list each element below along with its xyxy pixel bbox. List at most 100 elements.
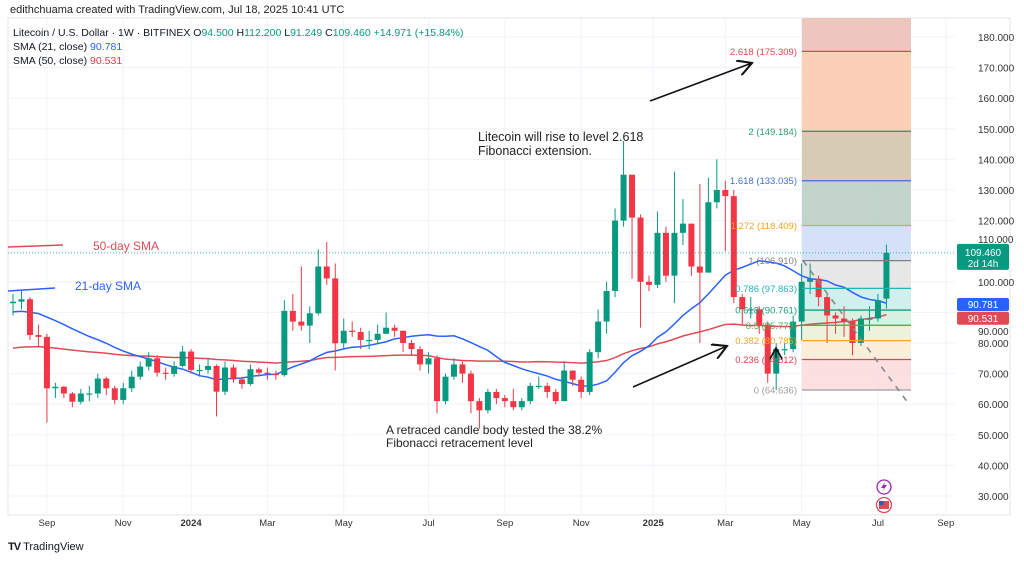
- x-tick-label: May: [335, 518, 353, 529]
- candle: [408, 339, 415, 356]
- candle: [620, 141, 627, 227]
- sma50-legend[interactable]: SMA (50, close) 90.531: [13, 54, 464, 68]
- symbol-title[interactable]: Litecoin / U.S. Dollar · 1W · BITFINEX: [13, 27, 191, 39]
- y-tick-label: 150.000: [978, 125, 1015, 136]
- candle: [722, 180, 729, 252]
- candle: [145, 352, 152, 371]
- candle: [696, 183, 703, 343]
- y-tick-label: 80.000: [978, 339, 1009, 350]
- candle: [874, 294, 881, 322]
- candle: [798, 263, 805, 340]
- candle-body: [612, 220, 619, 291]
- lightning-event-icon[interactable]: [876, 479, 892, 495]
- y-tick-label: 180.000: [978, 33, 1015, 44]
- candle: [849, 318, 856, 356]
- candle: [94, 373, 101, 399]
- candle-body: [332, 278, 339, 344]
- candle-body: [637, 217, 644, 282]
- candle-body: [171, 365, 178, 374]
- candle: [306, 306, 313, 343]
- tradingview-brand: TradingView: [23, 541, 84, 553]
- candle-body: [289, 310, 296, 322]
- x-tick-label: Mar: [259, 518, 275, 529]
- candle-body: [756, 309, 763, 325]
- tradingview-footer[interactable]: TV TradingView: [8, 541, 84, 553]
- candle-body: [272, 373, 279, 376]
- candle: [518, 398, 525, 411]
- candle-body: [400, 330, 407, 343]
- fib-level-label: 1.618 (133.035): [730, 176, 797, 187]
- us-flag-event-icon[interactable]: [875, 496, 893, 514]
- fib-band-1.272: [802, 180, 911, 226]
- candle-body: [510, 401, 517, 408]
- candle-body: [798, 281, 805, 322]
- candle-body: [713, 190, 720, 203]
- candle: [484, 388, 491, 414]
- candle: [756, 306, 763, 334]
- candle: [137, 361, 144, 380]
- candle-body: [747, 309, 754, 311]
- candle: [705, 177, 712, 273]
- close-value: 109.460: [332, 27, 371, 39]
- x-tick-label: Sep: [937, 518, 954, 529]
- candle: [442, 373, 449, 405]
- y-tick-label: 110.000: [978, 235, 1014, 246]
- candle: [43, 333, 50, 423]
- low-label: L: [284, 27, 291, 39]
- candle-body: [849, 321, 856, 343]
- sma21-legend[interactable]: SMA (21, close) 90.781: [13, 40, 464, 54]
- candle-body: [281, 310, 288, 376]
- y-tick-label: 70.000: [978, 370, 1009, 381]
- candle-body: [595, 321, 602, 353]
- candle-body: [298, 321, 305, 326]
- candle: [425, 352, 432, 374]
- x-tick-label: Nov: [115, 518, 132, 529]
- candle-body: [764, 324, 771, 374]
- y-tick-label: 50.000: [978, 431, 1009, 442]
- fib-trend-line: [802, 260, 910, 405]
- candle-body: [450, 364, 457, 377]
- fib-level-label: 0 (64.636): [754, 386, 797, 397]
- candle-body: [213, 365, 220, 392]
- candle: [272, 370, 279, 380]
- candle: [332, 263, 339, 371]
- candle-body: [77, 393, 84, 402]
- candle: [501, 395, 508, 408]
- fib-level-label: 0.5 (85.773): [746, 321, 797, 332]
- candle: [841, 306, 848, 337]
- candle: [255, 367, 262, 377]
- y-tick-label: 30.000: [978, 492, 1009, 503]
- candle: [230, 364, 237, 383]
- x-tick-label: May: [793, 518, 811, 529]
- y-tick-label: 170.000: [978, 64, 1015, 75]
- last-price-badge: [957, 243, 1009, 270]
- candle: [688, 223, 695, 276]
- candle-body: [137, 366, 144, 377]
- fib-level-label: 0.382 (80.785): [735, 336, 797, 347]
- candle: [69, 391, 76, 408]
- candle: [629, 174, 636, 279]
- candle-body: [94, 378, 101, 394]
- candle-body: [43, 336, 50, 389]
- candle-body: [145, 358, 152, 367]
- candle-body: [154, 358, 161, 373]
- sma21-value: 90.781: [90, 41, 123, 53]
- candle-body: [391, 327, 398, 331]
- candle: [120, 382, 127, 405]
- candle-body: [569, 370, 576, 380]
- candle-body: [264, 372, 271, 374]
- close-label: C: [325, 27, 333, 39]
- candle: [213, 364, 220, 417]
- candle: [298, 266, 305, 331]
- candle-body: [493, 391, 500, 399]
- candle: [883, 244, 890, 309]
- candle-body: [18, 299, 25, 302]
- ohlc-row: Litecoin / U.S. Dollar · 1W · BITFINEX O…: [13, 26, 464, 40]
- y-tick-label: 90.000: [978, 327, 1009, 338]
- candle-body: [111, 388, 118, 400]
- candle: [366, 330, 373, 350]
- candle: [434, 355, 440, 414]
- candle: [671, 171, 678, 304]
- candle: [595, 309, 602, 359]
